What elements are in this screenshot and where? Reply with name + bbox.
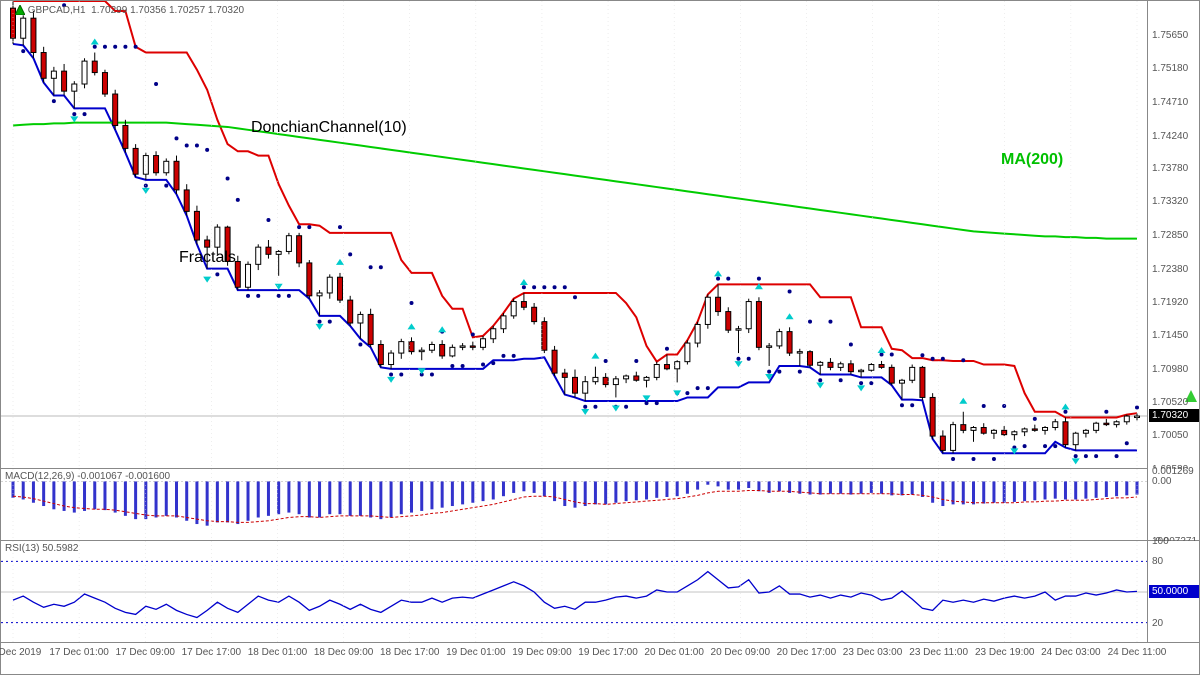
macd-axis: 0.0012690.00-0.007271: [1147, 469, 1199, 541]
trading-chart[interactable]: GBPCAD,H1 1.70299 1.70356 1.70257 1.7032…: [0, 0, 1200, 675]
annotation-fractals: Fractals: [179, 249, 236, 267]
rsi-panel[interactable]: RSI(13) 50.5982: [1, 541, 1149, 643]
rsi-axis: 100802050.0000: [1147, 541, 1199, 643]
price-panel[interactable]: GBPCAD,H1 1.70299 1.70356 1.70257 1.7032…: [1, 1, 1149, 469]
chart-title: GBPCAD,H1 1.70299 1.70356 1.70257 1.7032…: [15, 3, 244, 16]
macd-panel[interactable]: MACD(12,26,9) -0.001067 -0.001600: [1, 469, 1149, 541]
annotation-ma: MA(200): [1001, 151, 1063, 169]
price-axis: 1.756501.751801.747101.742401.737801.733…: [1147, 1, 1199, 469]
macd-label: MACD(12,26,9) -0.001067 -0.001600: [5, 471, 170, 482]
annotation-donchian: DonchianChannel(10): [251, 119, 407, 137]
time-axis: 16 Dec 201917 Dec 01:0017 Dec 09:0017 De…: [1, 643, 1149, 675]
rsi-label: RSI(13) 50.5982: [5, 543, 78, 554]
